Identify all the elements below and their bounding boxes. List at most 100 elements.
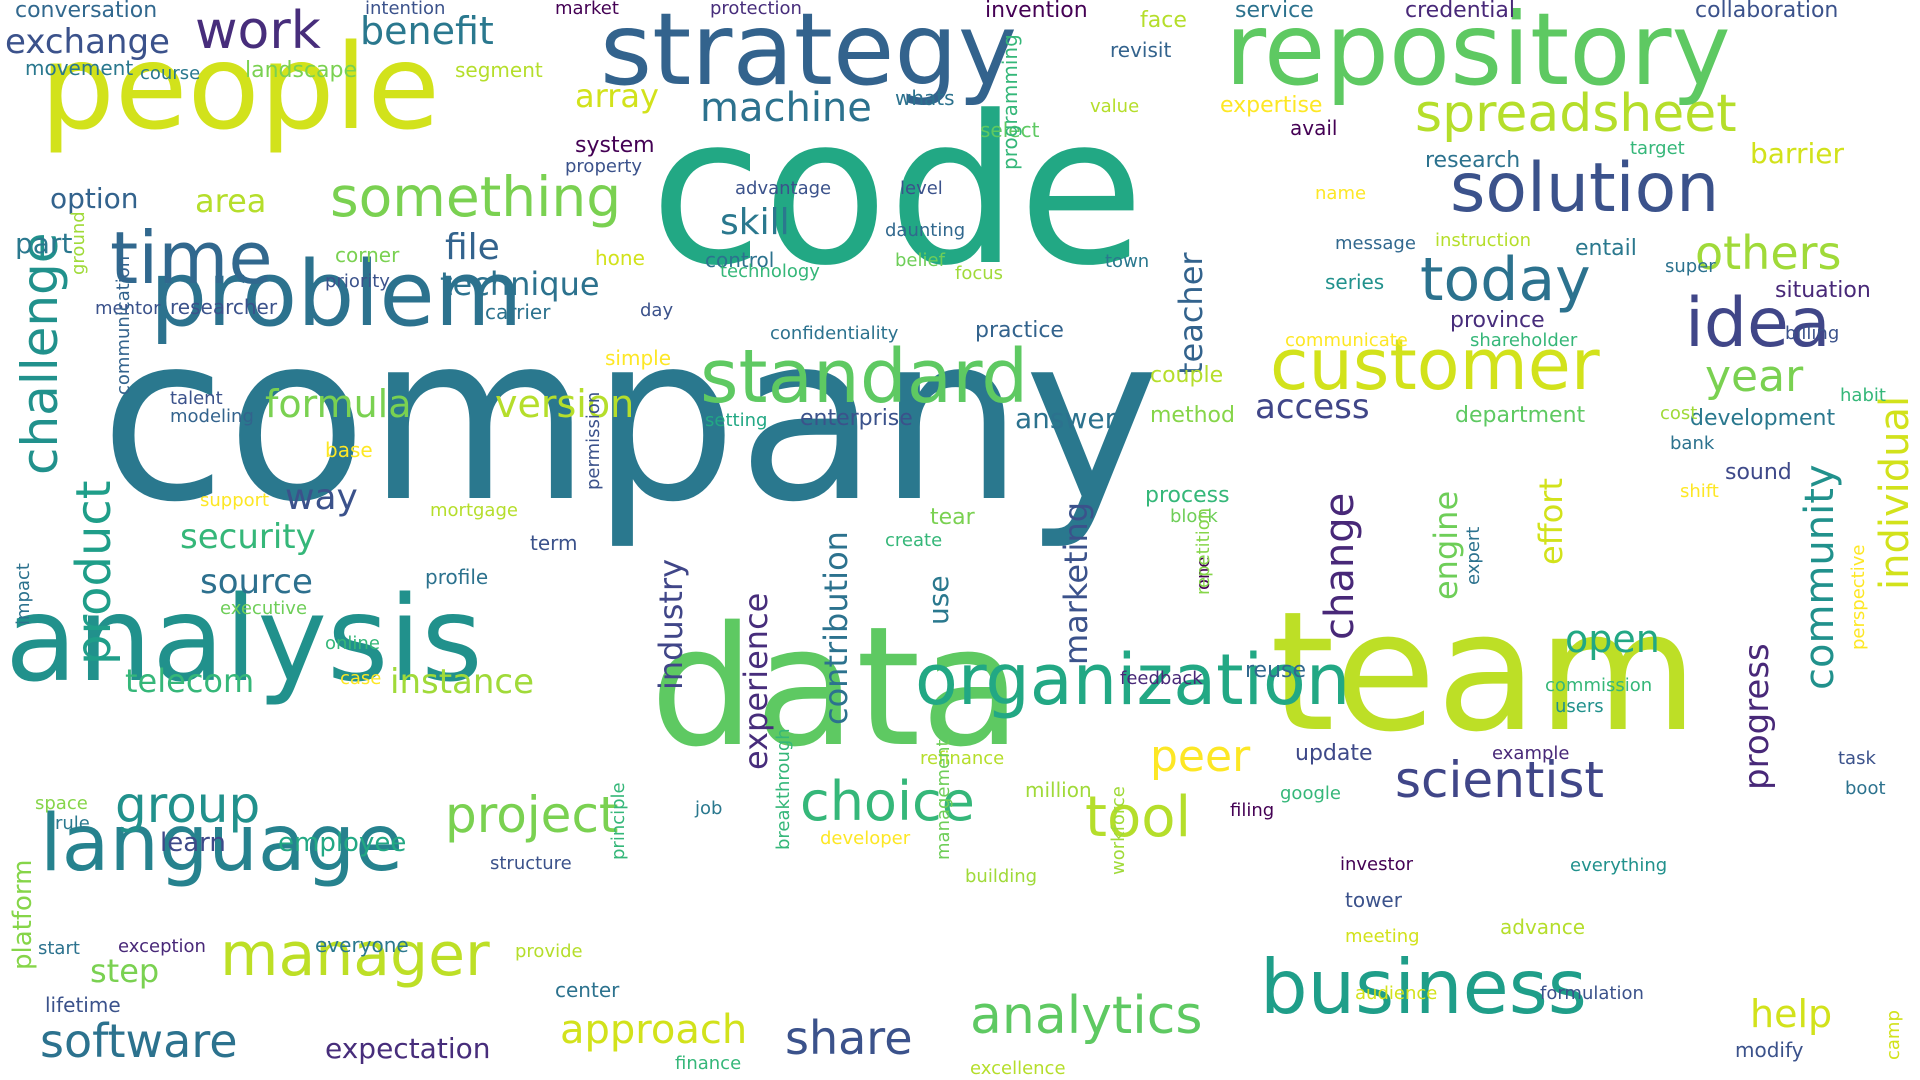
word-habit: habit (1840, 385, 1886, 406)
word-engine: engine (1427, 490, 1465, 600)
word-google: google (1280, 783, 1341, 804)
word-array: array (575, 77, 659, 115)
word-system: system (575, 133, 655, 158)
word-individual: individual (1872, 395, 1918, 590)
word-today: today (1420, 245, 1591, 315)
word-effort: effort (1532, 477, 1570, 565)
word-open: open (1565, 617, 1660, 661)
word-strategy: strategy (600, 0, 1018, 108)
word-team: team (1270, 576, 1699, 768)
word-audience: audience (1355, 983, 1438, 1004)
word-modeling: modeling (170, 406, 254, 427)
word-message: message (1335, 233, 1416, 254)
word-answer: answer (1015, 402, 1117, 435)
word-access: access (1255, 387, 1370, 427)
word-principle: principle (608, 782, 629, 860)
word-bank: bank (1670, 433, 1715, 454)
word-contribution: contribution (817, 531, 855, 725)
word-technique: technique (440, 265, 600, 303)
word-enterprise: enterprise (800, 406, 913, 431)
word-shareholder: shareholder (1470, 330, 1578, 351)
word-organization: organization (915, 639, 1351, 721)
word-idea: idea (1685, 284, 1831, 363)
word-couple: couple (1150, 363, 1224, 388)
word-something: something (330, 165, 622, 229)
word-standard: standard (700, 334, 1029, 420)
word-employee: employee (278, 828, 407, 858)
word-users: users (1555, 696, 1604, 717)
word-security: security (180, 517, 316, 557)
word-confidentiality: confidentiality (770, 323, 899, 344)
word-start: start (38, 938, 80, 959)
word-technology: technology (720, 261, 820, 282)
word-marketing: marketing (1057, 501, 1095, 665)
word-telecom: telecom (125, 662, 255, 700)
word-approach: approach (560, 1007, 748, 1053)
word-year: year (1705, 351, 1804, 402)
word-practice: practice (975, 318, 1064, 343)
word-way: way (285, 477, 358, 518)
word-group: group (115, 776, 261, 834)
word-software: software (40, 1014, 238, 1068)
word-researcher: researcher (170, 295, 278, 319)
word-change: change (1317, 492, 1363, 640)
word-repetition: repetition (1193, 507, 1214, 595)
word-tool: tool (1085, 785, 1192, 850)
word-example: example (1492, 743, 1570, 764)
word-method: method (1150, 403, 1235, 428)
word-advantage: advantage (735, 178, 832, 199)
word-file: file (445, 227, 500, 268)
word-part: part (15, 227, 73, 260)
word-research: research (1425, 148, 1521, 173)
word-course: course (140, 63, 201, 84)
word-problem: problem (150, 242, 523, 347)
word-avail: avail (1290, 116, 1338, 140)
word-skill: skill (720, 202, 790, 243)
word-workforce: workforce (1108, 786, 1129, 875)
word-barrier: barrier (1750, 137, 1844, 170)
word-machine: machine (700, 85, 872, 131)
word-instruction: instruction (1435, 230, 1532, 251)
word-building: building (965, 866, 1038, 887)
word-code: code (650, 73, 1145, 311)
word-language: language (40, 799, 404, 889)
word-lifetime: lifetime (45, 993, 121, 1017)
word-everyone: everyone (315, 933, 409, 957)
word-talent: talent (170, 388, 223, 409)
word-expertise: expertise (1220, 93, 1323, 118)
word-option: option (50, 182, 139, 215)
word-provide: provide (515, 941, 583, 962)
word-excellence: excellence (970, 1058, 1066, 1079)
word-version: version (495, 382, 635, 426)
word-million: million (1025, 778, 1092, 802)
word-peer: peer (1150, 731, 1251, 782)
word-spreadsheet: spreadsheet (1415, 84, 1737, 144)
word-modify: modify (1735, 1038, 1804, 1062)
word-company: company (100, 286, 1161, 553)
word-filing: filing (1230, 800, 1275, 821)
word-invention: invention (985, 0, 1088, 23)
word-finance: finance (675, 1053, 742, 1074)
word-management: management (933, 739, 954, 860)
word-everything: everything (1570, 855, 1668, 876)
word-protection: protection (710, 0, 802, 19)
word-value: value (1090, 96, 1140, 117)
word-province: province (1450, 308, 1545, 333)
word-data: data (650, 591, 1022, 783)
word-block: block (1170, 506, 1218, 527)
word-analytics: analytics (970, 986, 1203, 1046)
word-entail: entail (1575, 236, 1637, 261)
word-step: step (90, 952, 160, 990)
word-setting: setting (705, 410, 768, 431)
word-simple: simple (605, 346, 672, 370)
word-permission: permission (583, 391, 604, 490)
word-help: help (1750, 992, 1833, 1036)
word-town: town (1105, 251, 1150, 272)
word-property: property (565, 156, 643, 177)
word-update: update (1295, 741, 1373, 766)
word-corner: corner (335, 243, 400, 267)
word-meeting: meeting (1345, 926, 1420, 947)
word-name: name (1315, 183, 1367, 204)
word-belief: belief (895, 250, 945, 271)
